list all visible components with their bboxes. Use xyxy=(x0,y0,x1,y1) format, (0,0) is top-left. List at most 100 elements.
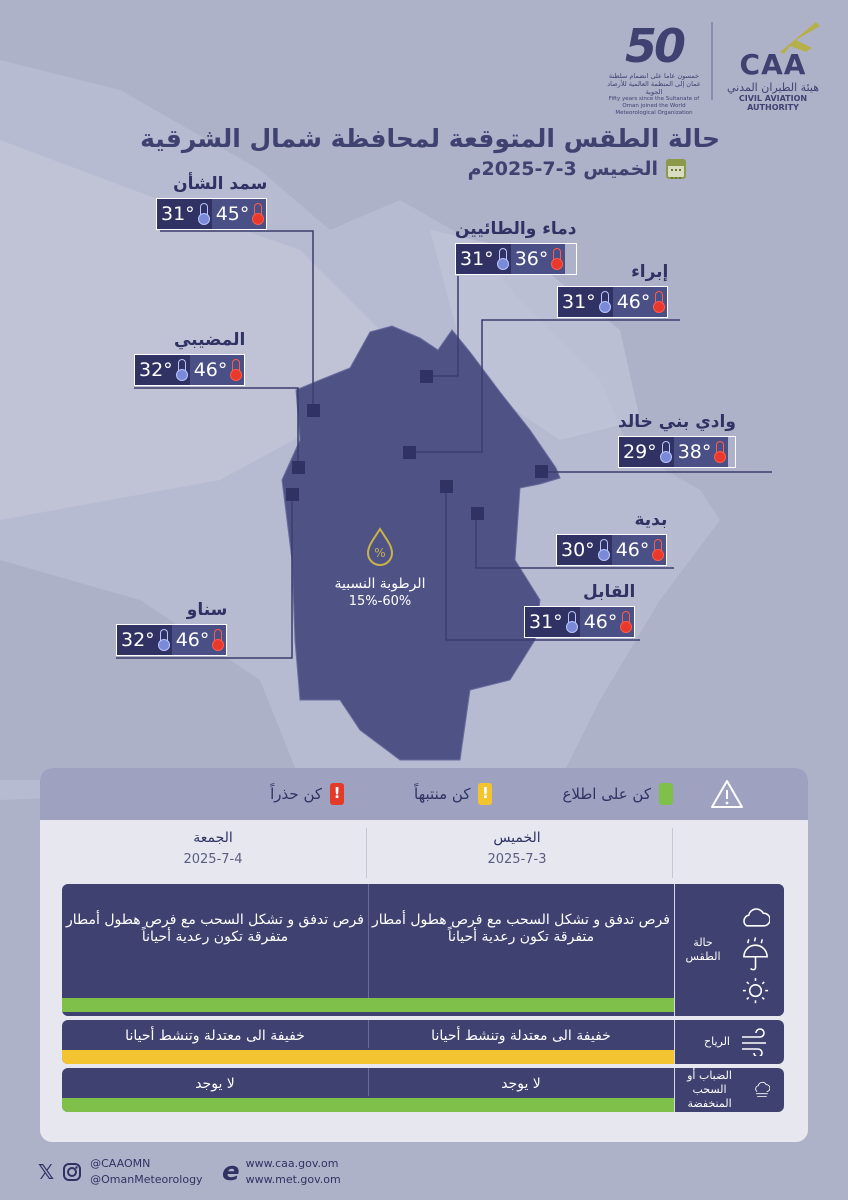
min-temp: 32° xyxy=(117,625,172,655)
max-temp-value: 38° xyxy=(677,441,712,463)
min-temp: 32° xyxy=(135,355,190,385)
max-temp-value: 46° xyxy=(583,611,618,633)
instagram-handle[interactable]: @OmanMeteorology xyxy=(90,1173,203,1186)
max-temp: 46° xyxy=(171,625,227,655)
web-icon: e xyxy=(222,1157,240,1187)
thermometer-cold-icon xyxy=(496,248,509,270)
marker-bidiya xyxy=(471,507,484,520)
temperature-pair: 31° 46° xyxy=(524,606,636,638)
fifty-arabic-text: خمسون عاما على انضمام سلطنة عمان إلى الم… xyxy=(607,72,701,96)
max-temp: 46° xyxy=(611,535,667,565)
website-links: www.caa.gov.om www.met.gov.om xyxy=(246,1156,341,1188)
min-temp-value: 32° xyxy=(121,629,155,651)
city-name: بدية xyxy=(634,510,668,530)
thermometer-hot-icon xyxy=(714,441,727,463)
legend-careful-label: كن حذراً xyxy=(270,785,323,803)
wind-label-text: الرياح xyxy=(704,1035,730,1048)
temperature-pair: 31° 45° xyxy=(156,198,268,230)
date-text: الخميس 3-7-2025م xyxy=(467,158,658,180)
wind-icon xyxy=(742,1028,766,1056)
min-temp: 31° xyxy=(456,244,511,274)
temperature-pair: 29° 38° xyxy=(618,436,736,468)
web-footer: e www.caa.gov.om www.met.gov.om xyxy=(222,1156,341,1188)
marker-sinaw xyxy=(286,488,299,501)
forecast-date: الخميس 3-7-2025م xyxy=(468,158,686,180)
min-temp: 31° xyxy=(525,607,580,637)
caa-wordmark: CAA xyxy=(739,48,807,81)
city-wadi-bani-khalid: وادي بني خالد 29° 38° xyxy=(618,412,736,468)
max-temp: 46° xyxy=(579,607,635,637)
connector-lines xyxy=(116,230,772,659)
day-date: 2025-7-3 xyxy=(487,852,547,867)
max-temp-value: 46° xyxy=(175,629,210,651)
city-name: إبراء xyxy=(631,262,669,282)
thermometer-cold-icon xyxy=(598,291,611,313)
temperature-pair: 31° 46° xyxy=(557,286,669,318)
weather-level-bar xyxy=(62,998,674,1012)
marker-mudaibi xyxy=(292,461,305,474)
humidity-label: الرطوبة النسبية xyxy=(334,576,426,592)
temperature-pair: 31° 36° xyxy=(455,243,577,275)
caa-english-name: CIVIL AVIATION AUTHORITY xyxy=(738,94,808,112)
governorate-shape xyxy=(281,325,561,761)
neighbor-region-3 xyxy=(0,560,300,780)
wind-day2: خفيفة الى معتدلة وتنشط أحيانا xyxy=(125,1028,305,1044)
social-footer: 𝕏 @CAAOMN @OmanMeteorology xyxy=(38,1156,203,1188)
fog-day1: لا يوجد xyxy=(501,1076,541,1092)
city-name: سناو xyxy=(186,600,228,620)
city-name: القابل xyxy=(582,582,636,602)
weather-row: فرص تدفق و تشكل السحب مع فرص هطول أمطار … xyxy=(62,884,784,1016)
instagram-icon[interactable] xyxy=(62,1162,82,1182)
thermometer-cold-icon xyxy=(197,203,210,225)
thermometer-cold-icon xyxy=(659,441,672,463)
marker-qabil xyxy=(440,480,453,493)
city-sinaw: سناو 32° 46° xyxy=(116,600,228,656)
wind-row: خفيفة الى معتدلة وتنشط أحيانا خفيفة الى … xyxy=(62,1020,784,1064)
city-dima: دماء والطائيين 31° 36° xyxy=(455,219,577,275)
day-header-1: الخميس 2025-7-3 xyxy=(366,830,668,867)
max-temp: 38° xyxy=(673,437,729,467)
thermometer-cold-icon xyxy=(565,611,578,633)
website-link-met[interactable]: www.met.gov.om xyxy=(245,1173,341,1186)
thermometer-hot-icon xyxy=(653,291,666,313)
temperature-pair: 32° 46° xyxy=(116,624,228,656)
max-temp: 45° xyxy=(211,199,267,229)
wind-label: الرياح xyxy=(674,1020,784,1064)
legend-aware: كن على اطلاع xyxy=(562,783,673,805)
sun-icon xyxy=(742,978,769,1004)
website-link-caa[interactable]: www.caa.gov.om xyxy=(245,1157,339,1170)
x-icon[interactable]: 𝕏 xyxy=(38,1160,55,1184)
marker-wadi xyxy=(535,465,548,478)
red-alert-icon xyxy=(330,783,345,805)
min-temp-value: 31° xyxy=(562,291,596,313)
day-date: 2025-7-4 xyxy=(183,852,243,867)
min-temp-value: 31° xyxy=(529,611,563,633)
cloud-icon xyxy=(743,908,770,927)
humidity-drop-icon: % xyxy=(366,527,394,566)
min-temp-value: 30° xyxy=(561,539,595,561)
thermometer-cold-icon xyxy=(157,629,170,651)
twitter-handle[interactable]: @CAAOMN xyxy=(90,1157,151,1170)
wind-level-bar xyxy=(62,1050,674,1064)
humidity-value: 60%-15% xyxy=(348,594,412,609)
caa-arabic-name: هيئة الطيران المدني xyxy=(726,81,820,94)
day-header-2: الجمعة 2025-7-4 xyxy=(62,830,364,867)
green-swatch xyxy=(659,783,673,805)
max-temp-value: 36° xyxy=(514,248,549,270)
fog-label: الضباب أو السحب المنخفضة xyxy=(674,1068,784,1112)
min-temp-value: 32° xyxy=(139,359,173,381)
max-temp: 36° xyxy=(510,244,566,274)
social-handles: @CAAOMN @OmanMeteorology xyxy=(90,1156,202,1188)
humidity-info: % الرطوبة النسبية 60%-15% xyxy=(300,526,460,609)
fifty-english-text: Fifty years since the Sultanate of Oman … xyxy=(608,96,700,116)
min-temp-value: 31° xyxy=(161,203,195,225)
cell-divider xyxy=(368,1020,369,1048)
city-markers xyxy=(286,370,548,520)
weather-icons xyxy=(742,908,770,1004)
thermometer-cold-icon xyxy=(175,359,188,381)
column-divider xyxy=(672,828,673,878)
max-temp-value: 46° xyxy=(615,539,650,561)
legend-attentive-label: كن منتبهاً xyxy=(414,785,471,803)
fifty-mark: 50 xyxy=(624,19,686,73)
thermometer-cold-icon xyxy=(597,539,610,561)
